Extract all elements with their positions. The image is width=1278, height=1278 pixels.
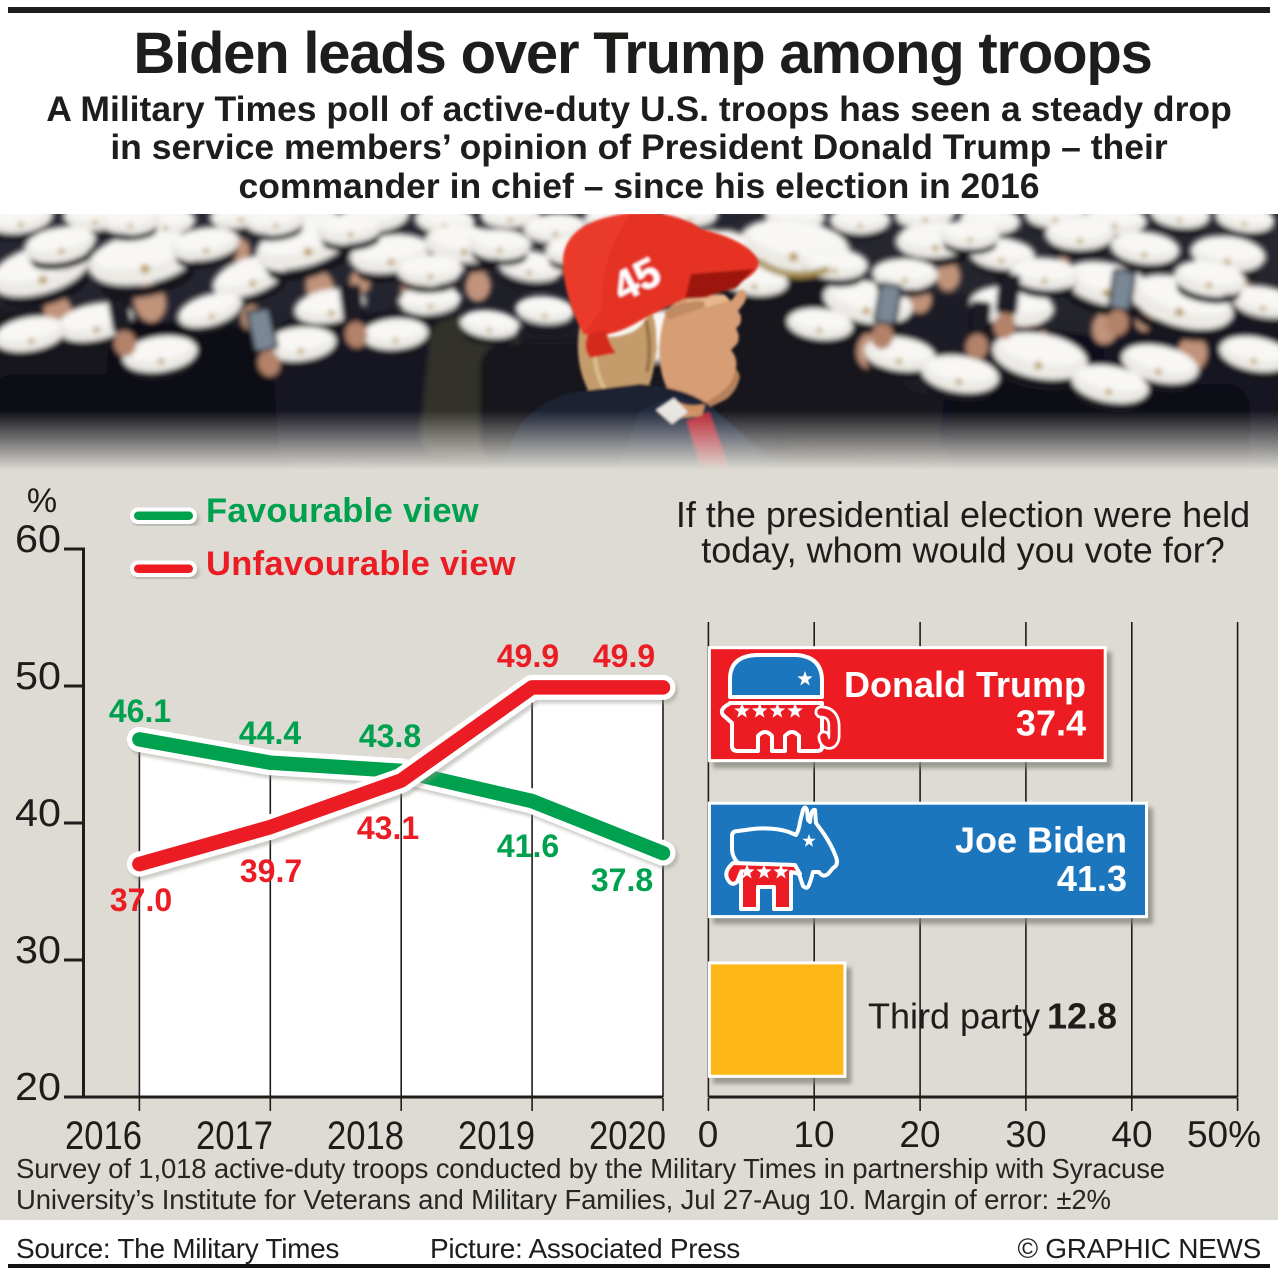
svg-text:2020: 2020: [589, 1114, 666, 1158]
svg-text:Joe Biden: Joe Biden: [955, 820, 1127, 861]
svg-text:20: 20: [899, 1114, 940, 1155]
svg-text:If the presidential election w: If the presidential election were held: [676, 494, 1250, 535]
svg-text:Unfavourable view: Unfavourable view: [206, 545, 516, 583]
svg-text:37.0: 37.0: [110, 882, 172, 918]
svg-text:2016: 2016: [65, 1114, 142, 1158]
svg-text:46.1: 46.1: [109, 693, 171, 729]
svg-text:43.8: 43.8: [359, 718, 421, 754]
svg-text:30: 30: [1005, 1114, 1046, 1155]
svg-text:Third party: Third party: [868, 995, 1040, 1036]
svg-text:60: 60: [15, 518, 61, 561]
svg-text:0: 0: [698, 1114, 719, 1155]
svg-text:30: 30: [15, 929, 61, 972]
svg-text:2019: 2019: [458, 1114, 535, 1158]
svg-text:2017: 2017: [196, 1114, 273, 1158]
svg-text:41.6: 41.6: [497, 828, 559, 864]
svg-text:41.3: 41.3: [1057, 858, 1127, 899]
svg-text:39.7: 39.7: [240, 853, 302, 889]
svg-text:43.1: 43.1: [357, 810, 419, 846]
svg-text:Favourable view: Favourable view: [206, 492, 479, 530]
svg-text:37.4: 37.4: [1016, 703, 1086, 744]
svg-text:20: 20: [15, 1066, 61, 1109]
svg-text:40: 40: [1111, 1114, 1152, 1155]
svg-text:50: 50: [15, 655, 61, 698]
svg-text:50%: 50%: [1187, 1114, 1261, 1155]
svg-text:10: 10: [793, 1114, 834, 1155]
svg-text:40: 40: [15, 792, 61, 835]
svg-text:today, whom would you vote for: today, whom would you vote for?: [701, 530, 1225, 571]
svg-text:44.4: 44.4: [239, 715, 301, 751]
svg-text:Donald Trump: Donald Trump: [844, 664, 1086, 705]
svg-text:12.8: 12.8: [1047, 995, 1117, 1036]
svg-text:49.9: 49.9: [497, 638, 559, 674]
svg-text:%: %: [27, 482, 57, 520]
svg-text:2018: 2018: [327, 1114, 404, 1158]
svg-text:37.8: 37.8: [591, 862, 653, 898]
svg-text:49.9: 49.9: [593, 638, 655, 674]
